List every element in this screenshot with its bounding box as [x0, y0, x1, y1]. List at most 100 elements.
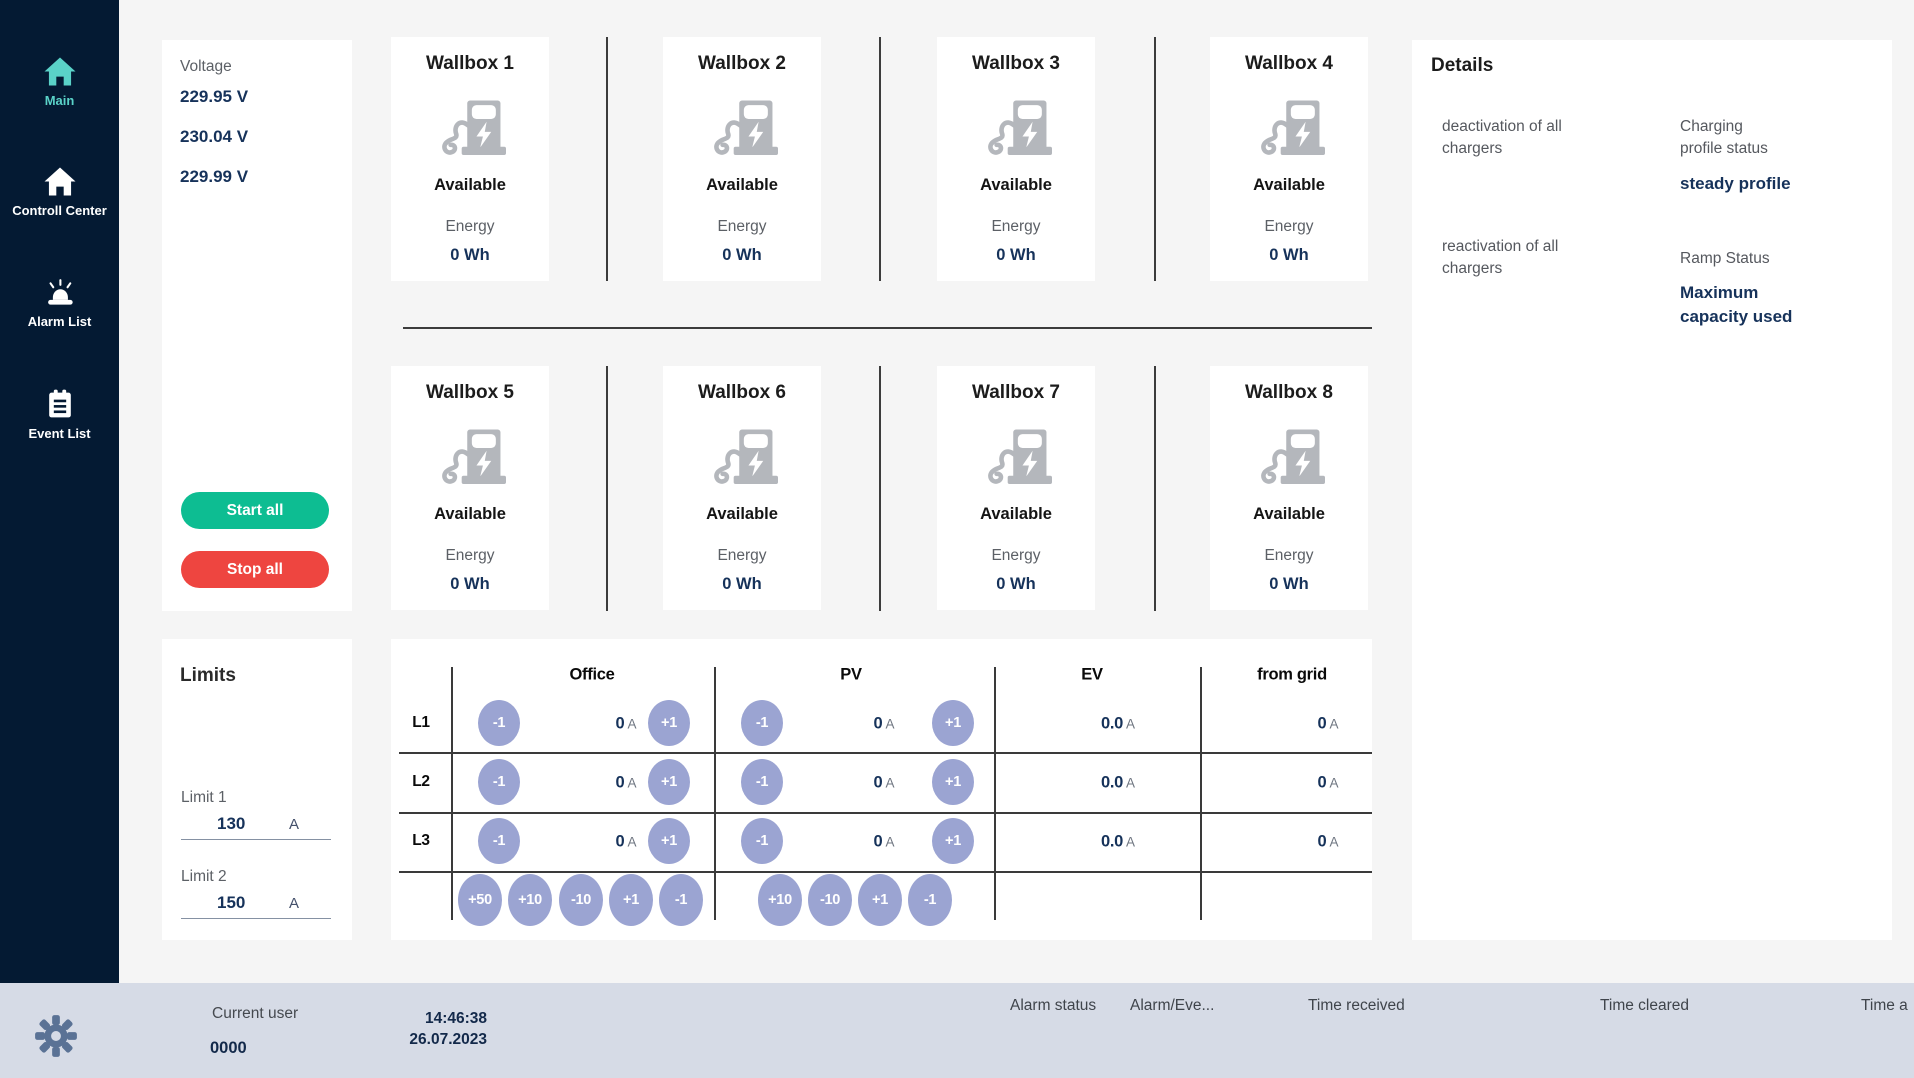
- wallbox-card-5[interactable]: Wallbox 5 Available Energy 0 Wh: [391, 366, 549, 610]
- office-adjust-minus10-button[interactable]: -10: [559, 874, 603, 926]
- office-adjust-plus10-button[interactable]: +10: [508, 874, 552, 926]
- pv-adjust-plus1-button[interactable]: +1: [858, 874, 902, 926]
- wallbox-divider: [879, 37, 881, 281]
- table-hline: [399, 752, 1372, 754]
- office-adjust-plus50-button[interactable]: +50: [458, 874, 502, 926]
- limit-2-unit: A: [289, 895, 300, 912]
- l1-office-minus-button[interactable]: -1: [478, 700, 520, 746]
- wallbox-status: Available: [980, 176, 1052, 194]
- office-adjust-minus1-button[interactable]: -1: [659, 874, 703, 926]
- wallbox-energy-label: Energy: [717, 218, 767, 235]
- ev-charger-icon: [442, 100, 506, 155]
- current-user-label: Current user: [212, 1005, 299, 1022]
- sidebar-item-label: Main: [44, 93, 75, 108]
- l1-office-plus-button[interactable]: +1: [648, 700, 690, 746]
- voltage-value-l3: 229.99 V: [180, 167, 249, 186]
- wallbox-title: Wallbox 5: [426, 382, 514, 403]
- wallbox-divider: [606, 366, 608, 611]
- wallbox-card-3[interactable]: Wallbox 3 Available Energy 0 Wh: [937, 37, 1095, 281]
- table-hline: [399, 812, 1372, 814]
- wallbox-status: Available: [1253, 505, 1325, 523]
- wallbox-status: Available: [706, 505, 778, 523]
- wallbox-status: Available: [1253, 176, 1325, 194]
- wallbox-energy-value: 0 Wh: [450, 575, 490, 593]
- ev-charger-icon: [1261, 429, 1325, 484]
- details-ramp-label: Ramp Status: [1680, 250, 1770, 267]
- l2-office-minus-button[interactable]: -1: [478, 759, 520, 805]
- pv-adjust-minus1-button[interactable]: -1: [908, 874, 952, 926]
- office-adjust-plus1-button[interactable]: +1: [609, 874, 653, 926]
- wallbox-card-1[interactable]: Wallbox 1 Available Energy 0 Wh: [391, 37, 549, 281]
- limit-2-input[interactable]: 150 A: [181, 867, 331, 919]
- wallbox-status: Available: [434, 505, 506, 523]
- wallbox-card-6[interactable]: Wallbox 6 Available Energy 0 Wh: [663, 366, 821, 610]
- ev-charger-icon: [714, 100, 778, 155]
- pv-adjust-plus10-button[interactable]: +10: [758, 874, 802, 926]
- wallbox-energy-label: Energy: [1264, 547, 1314, 564]
- settings-gear-icon[interactable]: [34, 1014, 78, 1058]
- column-header-office: Office: [569, 665, 615, 684]
- wallbox-divider: [879, 366, 881, 611]
- l3-office-plus-button[interactable]: +1: [648, 818, 690, 864]
- voltage-value-l1: 229.95 V: [180, 87, 249, 106]
- wallbox-card-4[interactable]: Wallbox 4 Available Energy 0 Wh: [1210, 37, 1368, 281]
- ev-charger-icon: [988, 429, 1052, 484]
- sidebar-item-event-list[interactable]: Event List: [0, 387, 119, 441]
- wallbox-card-8[interactable]: Wallbox 8 Available Energy 0 Wh: [1210, 366, 1368, 610]
- alarm-column-header-time-a: Time a: [1861, 997, 1908, 1014]
- l3-office-minus-button[interactable]: -1: [478, 818, 520, 864]
- l3-ev-value: 0.0 A: [1100, 832, 1136, 851]
- limits-panel: Limits Limit 1 130 A Limit 2 150 A: [162, 639, 352, 940]
- l1-pv-minus-button[interactable]: -1: [741, 700, 783, 746]
- table-vline: [1200, 667, 1202, 920]
- table-vline: [451, 667, 453, 920]
- l2-pv-minus-button[interactable]: -1: [741, 759, 783, 805]
- stop-all-button[interactable]: Stop all: [181, 551, 329, 588]
- wallbox-card-2[interactable]: Wallbox 2 Available Energy 0 Wh: [663, 37, 821, 281]
- limit-1-input[interactable]: 130 A: [181, 788, 331, 840]
- l2-pv-plus-button[interactable]: +1: [932, 759, 974, 805]
- wallbox-energy-label: Energy: [717, 547, 767, 564]
- l3-pv-plus-button[interactable]: +1: [932, 818, 974, 864]
- limit-1-unit: A: [289, 816, 300, 833]
- pv-adjust-minus10-button[interactable]: -10: [808, 874, 852, 926]
- wallbox-divider: [1154, 37, 1156, 281]
- clock-date: 26.07.2023: [409, 1031, 487, 1048]
- sidebar-item-controll-center[interactable]: Controll Center: [0, 166, 119, 218]
- l1-ev-value: 0.0 A: [1100, 714, 1136, 733]
- column-header-from-grid: from grid: [1257, 665, 1327, 684]
- l1-pv-plus-button[interactable]: +1: [932, 700, 974, 746]
- details-title: Details: [1431, 55, 1494, 76]
- wallbox-status: Available: [980, 505, 1052, 523]
- ev-charger-icon: [1261, 100, 1325, 155]
- home-icon: [44, 167, 75, 196]
- l3-pv-minus-button[interactable]: -1: [741, 818, 783, 864]
- l2-office-plus-button[interactable]: +1: [648, 759, 690, 805]
- limit-1-value: 130: [217, 814, 246, 833]
- sidebar-item-label: Event List: [28, 426, 91, 441]
- wallbox-energy-value: 0 Wh: [722, 246, 762, 264]
- clock: 14:46:38 26.07.2023: [360, 1008, 487, 1050]
- alarm-column-header-time-cleared: Time cleared: [1600, 997, 1690, 1014]
- alarm-column-header-alarm-event: Alarm/Eve...: [1130, 997, 1215, 1014]
- column-header-ev: EV: [1081, 665, 1103, 684]
- wallbox-title: Wallbox 4: [1245, 53, 1333, 74]
- sidebar-item-main[interactable]: Main: [0, 56, 119, 108]
- wallbox-energy-value: 0 Wh: [996, 246, 1036, 264]
- wallbox-card-7[interactable]: Wallbox 7 Available Energy 0 Wh: [937, 366, 1095, 610]
- sidebar-item-alarm-list[interactable]: Alarm List: [0, 276, 119, 329]
- column-header-pv: PV: [840, 665, 862, 684]
- home-icon: [44, 57, 75, 86]
- wallbox-status: Available: [706, 176, 778, 194]
- wallbox-energy-label: Energy: [445, 547, 495, 564]
- wallbox-title: Wallbox 6: [698, 382, 786, 403]
- start-all-button[interactable]: Start all: [181, 492, 329, 529]
- l2-ev-value: 0.0 A: [1100, 773, 1136, 792]
